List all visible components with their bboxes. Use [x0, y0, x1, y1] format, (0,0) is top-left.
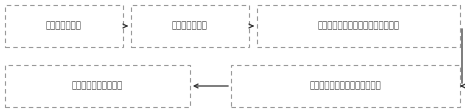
Text: 管坯内、外表面注入高压液体并施压: 管坯内、外表面注入高压液体并施压 [318, 22, 399, 30]
Text: 装入冲头，密封: 装入冲头，密封 [172, 22, 208, 30]
Bar [231, 65, 460, 107]
Bar [257, 5, 460, 47]
Bar [5, 65, 190, 107]
Bar [5, 5, 123, 47]
Text: 放入管坯，合模: 放入管坯，合模 [46, 22, 82, 30]
Text: 冲头轴向进给，产生局部大变形: 冲头轴向进给，产生局部大变形 [310, 82, 381, 90]
Text: 获得局部大变形空心件: 获得局部大变形空心件 [72, 82, 123, 90]
Bar [131, 5, 249, 47]
